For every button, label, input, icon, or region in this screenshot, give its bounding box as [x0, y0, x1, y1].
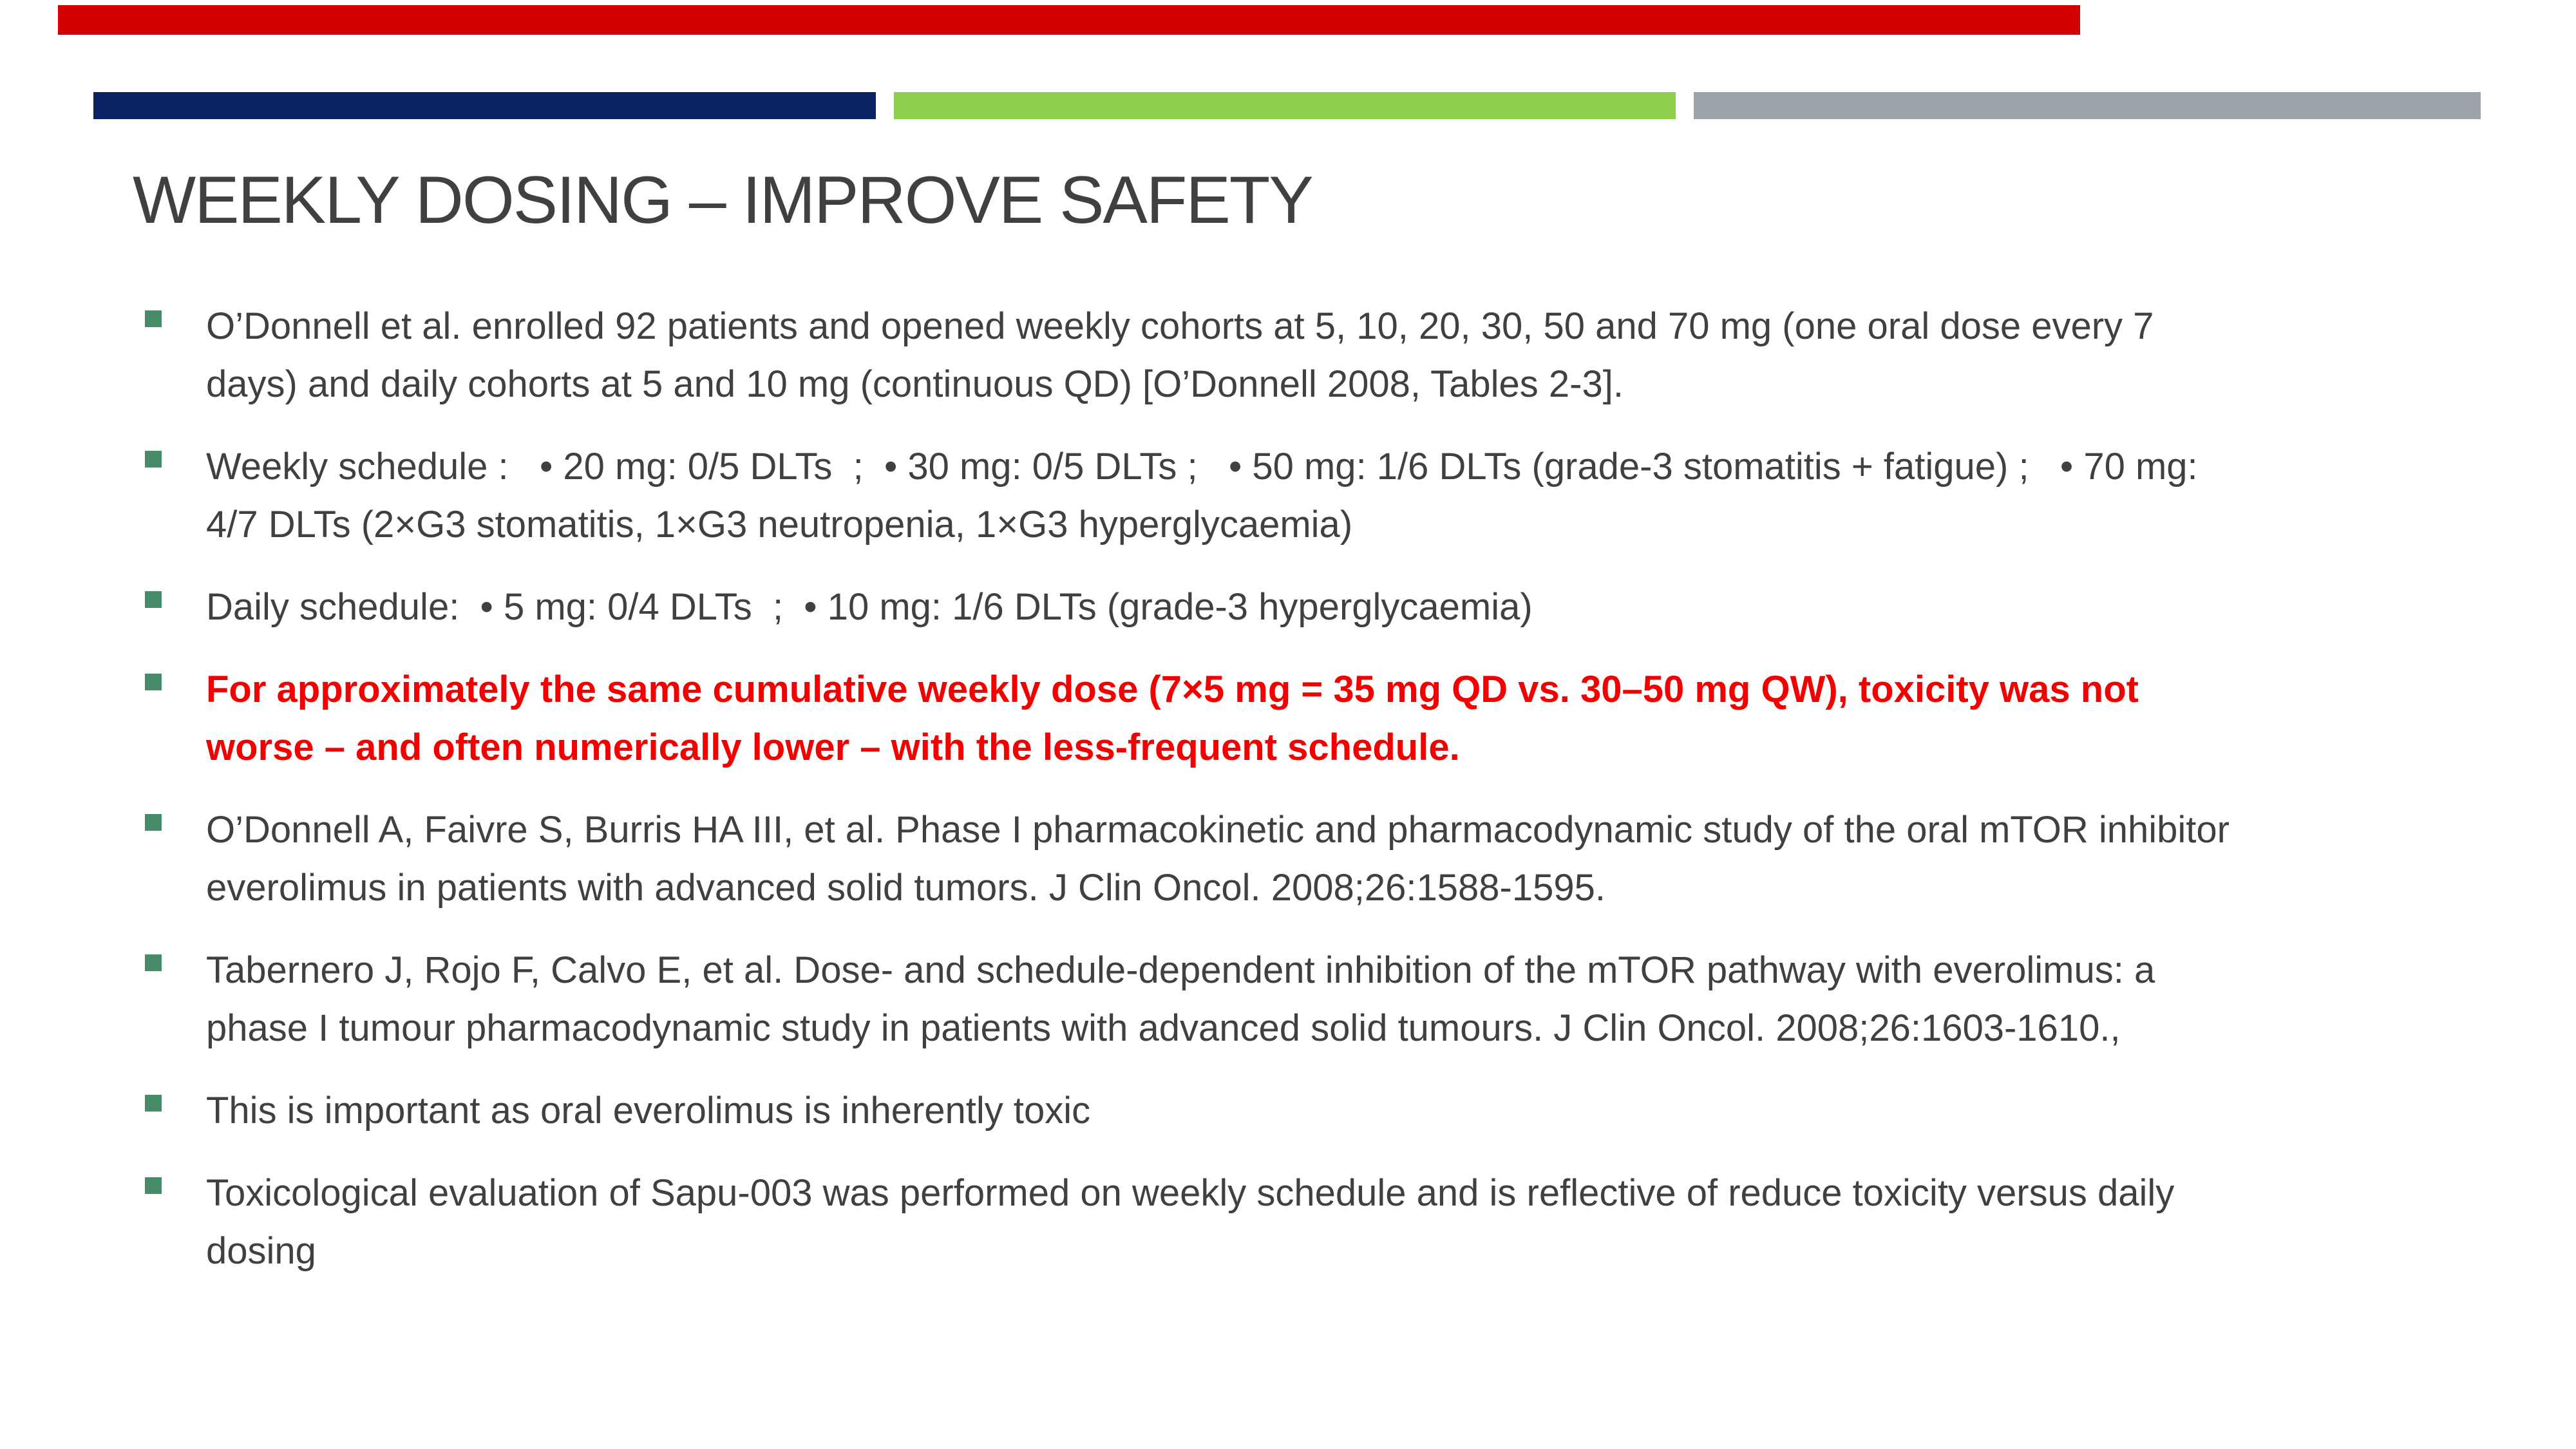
page-title: WEEKLY DOSING – IMPROVE SAFETY: [133, 163, 1314, 238]
bullet-item-2: Weekly schedule : • 20 mg: 0/5 DLTs ; • …: [145, 438, 2547, 554]
bullet-text: Tabernero J, Rojo F, Calvo E, et al. Dos…: [206, 949, 2155, 1049]
bullet-item-1: O’Donnell et al. enrolled 92 patients an…: [145, 298, 2547, 413]
bullet-text: Toxicological evaluation of Sapu-003 was…: [206, 1172, 2175, 1272]
bullet-square-icon: [145, 591, 162, 608]
bullet-square-icon: [145, 954, 162, 971]
bullet-square-icon: [145, 1095, 162, 1112]
bullet-text: This is important as oral everolimus is …: [206, 1090, 1091, 1132]
accent-bar-navy: [93, 92, 876, 119]
bullet-text: Weekly schedule : • 20 mg: 0/5 DLTs ; • …: [206, 446, 2198, 545]
top-red-bar: [58, 5, 2080, 35]
bullet-square-icon: [145, 1177, 162, 1194]
bullet-item-8: Toxicological evaluation of Sapu-003 was…: [145, 1164, 2547, 1280]
bullet-text: O’Donnell et al. enrolled 92 patients an…: [206, 305, 2154, 405]
bullet-text: O’Donnell A, Faivre S, Burris HA III, et…: [206, 809, 2230, 909]
accent-bar-gray: [1694, 92, 2481, 119]
bullet-item-6: Tabernero J, Rojo F, Calvo E, et al. Dos…: [145, 942, 2547, 1057]
bullet-square-icon: [145, 674, 162, 690]
accent-bar-green: [894, 92, 1676, 119]
bullet-item-5: O’Donnell A, Faivre S, Burris HA III, et…: [145, 801, 2547, 917]
bullet-square-icon: [145, 310, 162, 327]
bullet-item-3: Daily schedule: • 5 mg: 0/4 DLTs ; • 10 …: [145, 578, 2547, 636]
bullet-item-7: This is important as oral everolimus is …: [145, 1082, 2547, 1140]
bullet-text: Daily schedule: • 5 mg: 0/4 DLTs ; • 10 …: [206, 586, 1533, 628]
bullet-item-4-highlighted: For approximately the same cumulative we…: [145, 661, 2547, 777]
accent-bars: [93, 92, 2483, 119]
bullet-list: O’Donnell et al. enrolled 92 patients an…: [145, 298, 2547, 1305]
bullet-text-highlighted: For approximately the same cumulative we…: [206, 668, 2139, 768]
bullet-square-icon: [145, 814, 162, 831]
bullet-square-icon: [145, 451, 162, 468]
